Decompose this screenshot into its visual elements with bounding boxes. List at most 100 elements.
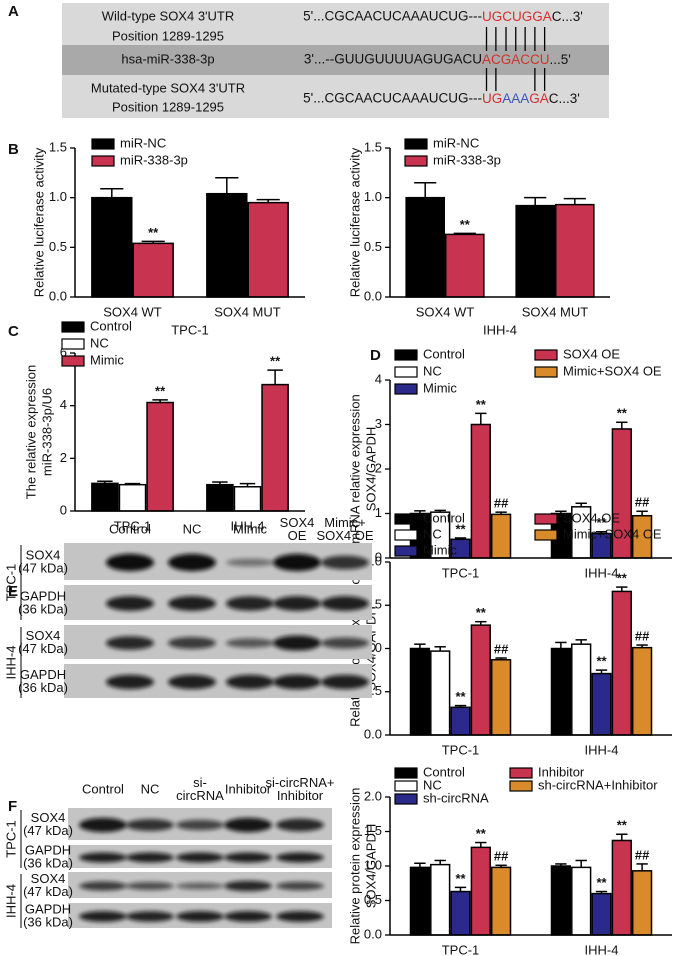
y-tick-label: 4 bbox=[60, 397, 67, 412]
significance-label: ** bbox=[617, 406, 628, 421]
x-axis-label: TPC-1 bbox=[171, 322, 209, 337]
significance-label: ** bbox=[476, 605, 487, 620]
row-label: Wild-type SOX4 3'UTR bbox=[102, 8, 235, 23]
bar bbox=[206, 192, 248, 298]
y-tick-label: 1.0 bbox=[364, 857, 382, 872]
lane-label: NC bbox=[183, 521, 202, 536]
panel-label: A bbox=[8, 3, 19, 20]
blot-band bbox=[126, 911, 174, 922]
y-tick-label: 0.0 bbox=[364, 726, 382, 741]
legend-swatch bbox=[394, 545, 418, 557]
legend-label: miR-338-3p bbox=[433, 152, 501, 167]
sequence-suffix: C...3' bbox=[549, 91, 580, 106]
bar bbox=[611, 839, 632, 936]
blot-band bbox=[168, 674, 216, 690]
lane-label: OE bbox=[288, 528, 307, 543]
sequence-suffix: ...5' bbox=[550, 52, 571, 67]
bar bbox=[146, 401, 174, 512]
significance-label: ** bbox=[155, 383, 166, 398]
row-label: Position 1289-1295 bbox=[112, 99, 224, 114]
blot-band bbox=[126, 852, 174, 863]
y-tick-label: 1.5 bbox=[364, 139, 382, 154]
y-axis-label: The relative expression bbox=[23, 365, 38, 499]
lane-label: Mimic+ bbox=[324, 515, 366, 530]
legend-label: Control bbox=[90, 318, 132, 333]
y-tick-label: 0 bbox=[60, 502, 67, 517]
legend-swatch bbox=[394, 349, 418, 361]
significance-label: ## bbox=[494, 641, 509, 656]
blot-band bbox=[226, 558, 274, 567]
significance-label: ## bbox=[494, 496, 509, 511]
legend-label: Mimic bbox=[423, 542, 457, 557]
y-tick-label: 3 bbox=[375, 416, 382, 431]
blot-band bbox=[79, 881, 127, 891]
legend-label: Mimic+SOX4 OE bbox=[563, 363, 662, 378]
row-label: (47 kDa) bbox=[23, 884, 73, 899]
significance-label: ** bbox=[596, 654, 607, 669]
bar bbox=[430, 650, 451, 736]
legend-swatch bbox=[394, 780, 418, 792]
group-label: IHH-4 bbox=[3, 884, 18, 918]
row-label: SOX4 bbox=[31, 810, 66, 825]
legend-label: Control bbox=[423, 764, 465, 779]
bar bbox=[631, 646, 653, 736]
bar bbox=[261, 383, 289, 512]
legend-label: sh-circRNA+Inhibitor bbox=[538, 777, 658, 792]
blot-band bbox=[226, 674, 274, 690]
bar bbox=[132, 242, 174, 298]
bar bbox=[631, 870, 653, 936]
legend-swatch bbox=[534, 349, 558, 361]
legend-swatch bbox=[534, 529, 558, 541]
blot-band bbox=[273, 635, 321, 651]
bar bbox=[550, 865, 572, 936]
blot-band bbox=[79, 911, 127, 922]
site-segment: UG bbox=[482, 91, 502, 106]
legend-label: Control bbox=[423, 510, 465, 525]
legend-swatch bbox=[61, 338, 85, 350]
blot-band bbox=[168, 596, 216, 611]
panel-label: F bbox=[8, 798, 17, 815]
legend-label: SOX4 OE bbox=[563, 346, 620, 361]
x-axis-label: IHH-4 bbox=[483, 322, 517, 337]
legend-label: NC bbox=[90, 335, 109, 350]
blot-band bbox=[176, 819, 224, 831]
row-label: GAPDH bbox=[25, 901, 71, 916]
bar bbox=[233, 486, 262, 512]
significance-label: ** bbox=[455, 871, 466, 886]
bar bbox=[611, 590, 632, 736]
x-tick-label: IHH-4 bbox=[585, 942, 619, 956]
y-axis-label: miR-338-3p/U6 bbox=[39, 388, 54, 476]
lane-label: si- bbox=[193, 775, 207, 790]
x-tick-label: IHH-4 bbox=[585, 565, 619, 580]
row-box bbox=[62, 3, 609, 45]
blot-band bbox=[321, 596, 369, 611]
bar bbox=[409, 866, 431, 936]
bar bbox=[430, 863, 451, 936]
legend-swatch bbox=[404, 155, 428, 167]
bar bbox=[571, 866, 592, 936]
group-label: TPC-1 bbox=[3, 820, 18, 858]
y-axis-label: Relative protein expression bbox=[347, 788, 362, 945]
blot-band bbox=[168, 637, 216, 649]
y-tick-label: 2 bbox=[375, 460, 382, 475]
bar bbox=[247, 201, 289, 298]
y-tick-label: 1.5 bbox=[364, 823, 382, 838]
bar bbox=[206, 483, 234, 512]
legend-swatch bbox=[404, 138, 428, 150]
significance-label: ## bbox=[494, 849, 509, 864]
y-tick-label: 0 bbox=[375, 549, 382, 564]
row-label: (36 kDa) bbox=[18, 680, 68, 695]
panel-label: C bbox=[8, 323, 19, 340]
group-label: IHH-4 bbox=[3, 646, 18, 680]
bar bbox=[470, 624, 491, 736]
legend-label: NC bbox=[423, 363, 442, 378]
blot-band bbox=[273, 596, 321, 611]
bar bbox=[490, 513, 512, 559]
significance-label: ** bbox=[460, 217, 471, 232]
significance-label: ** bbox=[455, 689, 466, 704]
legend-label: miR-NC bbox=[120, 135, 166, 150]
lane-label: Control bbox=[109, 521, 151, 536]
blot-band bbox=[79, 852, 127, 863]
blot-band bbox=[224, 911, 272, 922]
legend-swatch bbox=[394, 513, 418, 525]
